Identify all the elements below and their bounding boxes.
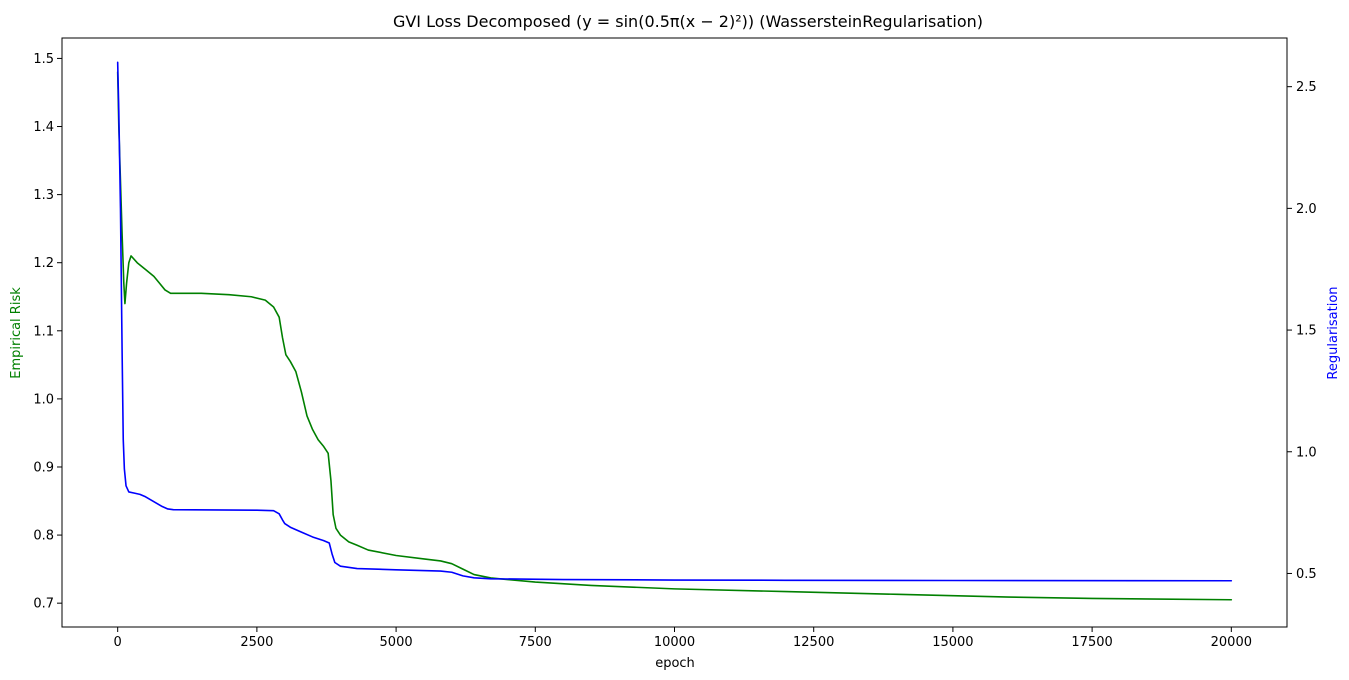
- y-right-tick-label: 1.0: [1296, 445, 1317, 460]
- chart-title: GVI Loss Decomposed (y = sin(0.5π(x − 2)…: [393, 12, 983, 31]
- series-line-empirical-risk: [116, 71, 1233, 601]
- y-right-tick-label: 2.0: [1296, 202, 1317, 217]
- y-left-tick-label: 0.7: [33, 597, 54, 612]
- x-tick-label: 7500: [519, 635, 552, 650]
- y-left-tick-label: 1.3: [33, 188, 54, 203]
- x-tick-label: 10000: [654, 635, 695, 650]
- y-axis-right-label: Regularisation: [1326, 286, 1341, 379]
- x-tick-label: 12500: [793, 635, 834, 650]
- x-axis: 0 2500 5000 7500 10000 12500 15000 17500 20000: [114, 627, 1252, 650]
- y-left-tick-label: 1.2: [33, 256, 54, 271]
- y-right-tick-label: 2.5: [1296, 80, 1317, 95]
- x-axis-label: epoch: [655, 656, 695, 671]
- series-line-regularisation: [116, 61, 1233, 582]
- y-axis-left-label: Empirical Risk: [9, 287, 24, 379]
- y-left-tick-label: 1.0: [33, 392, 54, 407]
- y-axis-right: 0.5 1.0 1.5 2.0 2.5: [1287, 80, 1317, 582]
- x-tick-label: 2500: [240, 635, 273, 650]
- x-tick-label: 5000: [380, 635, 413, 650]
- y-right-tick-label: 0.5: [1296, 567, 1317, 582]
- x-tick-label: 0: [114, 635, 122, 650]
- y-left-tick-label: 1.5: [33, 52, 54, 67]
- plot-area: [116, 61, 1233, 601]
- y-left-tick-label: 0.8: [33, 529, 54, 544]
- y-left-tick-label: 1.1: [33, 324, 54, 339]
- y-axis-left: 0.7 0.8 0.9 1.0 1.1 1.2 1.3 1.4 1.5: [33, 52, 62, 612]
- y-left-tick-label: 1.4: [33, 120, 54, 135]
- y-right-tick-label: 1.5: [1296, 324, 1317, 339]
- x-tick-label: 17500: [1071, 635, 1112, 650]
- x-tick-label: 20000: [1211, 635, 1252, 650]
- x-tick-label: 15000: [932, 635, 973, 650]
- y-left-tick-label: 0.9: [33, 460, 54, 475]
